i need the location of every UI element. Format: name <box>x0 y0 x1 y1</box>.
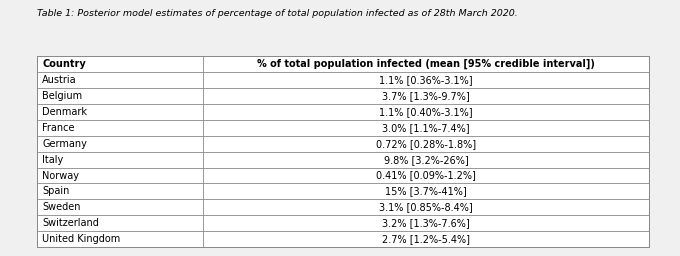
Text: Sweden: Sweden <box>42 202 81 212</box>
Text: Austria: Austria <box>42 75 77 85</box>
Text: Germany: Germany <box>42 139 87 149</box>
Text: Spain: Spain <box>42 186 69 196</box>
Text: 3.2% [1.3%-7.6%]: 3.2% [1.3%-7.6%] <box>382 218 470 228</box>
Text: Table 1: Posterior model estimates of percentage of total population infected as: Table 1: Posterior model estimates of pe… <box>37 9 518 18</box>
Text: Norway: Norway <box>42 170 79 180</box>
Text: 0.72% [0.28%-1.8%]: 0.72% [0.28%-1.8%] <box>376 139 476 149</box>
Text: 2.7% [1.2%-5.4%]: 2.7% [1.2%-5.4%] <box>382 234 470 244</box>
Text: Italy: Italy <box>42 155 63 165</box>
Text: Switzerland: Switzerland <box>42 218 99 228</box>
Text: % of total population infected (mean [95% credible interval]): % of total population infected (mean [95… <box>257 59 595 69</box>
Text: Denmark: Denmark <box>42 107 87 117</box>
Text: 3.1% [0.85%-8.4%]: 3.1% [0.85%-8.4%] <box>379 202 473 212</box>
Text: 0.41% [0.09%-1.2%]: 0.41% [0.09%-1.2%] <box>376 170 476 180</box>
Text: 3.7% [1.3%-9.7%]: 3.7% [1.3%-9.7%] <box>382 91 470 101</box>
Text: United Kingdom: United Kingdom <box>42 234 120 244</box>
Bar <box>37 56 649 247</box>
Text: 1.1% [0.40%-3.1%]: 1.1% [0.40%-3.1%] <box>379 107 473 117</box>
Text: 9.8% [3.2%-26%]: 9.8% [3.2%-26%] <box>384 155 469 165</box>
Text: France: France <box>42 123 75 133</box>
Text: Belgium: Belgium <box>42 91 82 101</box>
Text: 1.1% [0.36%-3.1%]: 1.1% [0.36%-3.1%] <box>379 75 473 85</box>
Text: Country: Country <box>42 59 86 69</box>
Text: 15% [3.7%-41%]: 15% [3.7%-41%] <box>385 186 467 196</box>
Text: 3.0% [1.1%-7.4%]: 3.0% [1.1%-7.4%] <box>382 123 470 133</box>
